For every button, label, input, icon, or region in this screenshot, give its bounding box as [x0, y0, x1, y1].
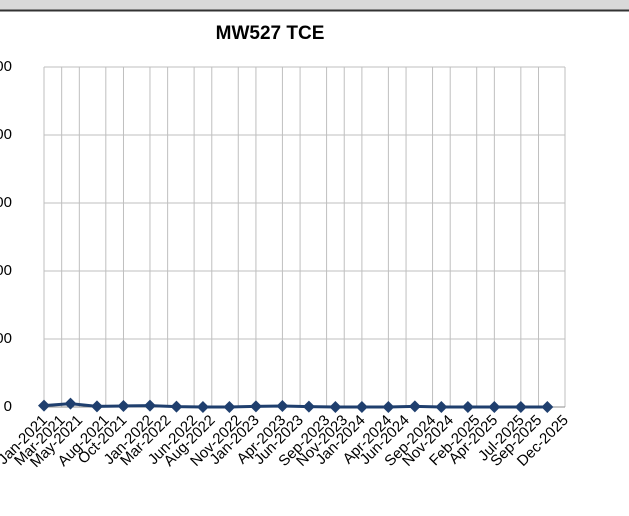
data-point	[355, 401, 368, 413]
data-point	[276, 399, 289, 412]
data-point	[382, 401, 395, 413]
data-point	[541, 401, 554, 413]
y-tick-label: 2000	[0, 262, 12, 279]
y-tick-label: 4000	[0, 126, 12, 143]
data-point	[249, 400, 262, 413]
top-band	[0, 0, 629, 10]
data-point	[90, 400, 103, 413]
data-point	[196, 401, 209, 413]
data-point	[223, 401, 236, 413]
chart-title: MW527 TCE	[216, 23, 325, 44]
data-point	[64, 397, 77, 410]
data-point	[514, 401, 527, 413]
data-point	[435, 401, 448, 413]
data-point	[408, 400, 421, 413]
data-point	[143, 399, 156, 412]
data-point	[488, 401, 501, 413]
y-tick-label: 0	[4, 398, 12, 415]
data-point	[302, 400, 315, 413]
data-point	[38, 399, 50, 412]
data-point	[170, 400, 183, 413]
y-tick-label: 3000	[0, 194, 12, 211]
data-point	[461, 401, 474, 413]
data-point	[329, 401, 342, 413]
data-point	[117, 399, 130, 412]
y-tick-label: 1000	[0, 330, 12, 347]
